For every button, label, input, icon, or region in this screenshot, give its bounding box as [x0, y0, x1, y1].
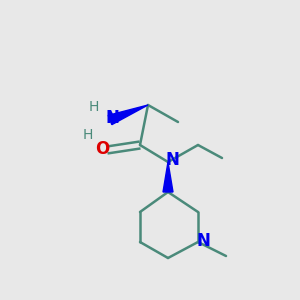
Text: H: H: [89, 100, 99, 114]
Polygon shape: [163, 162, 173, 192]
Text: N: N: [105, 109, 119, 127]
Text: O: O: [95, 140, 109, 158]
Polygon shape: [108, 105, 148, 125]
Text: H: H: [83, 128, 93, 142]
Text: N: N: [196, 232, 210, 250]
Text: N: N: [165, 151, 179, 169]
